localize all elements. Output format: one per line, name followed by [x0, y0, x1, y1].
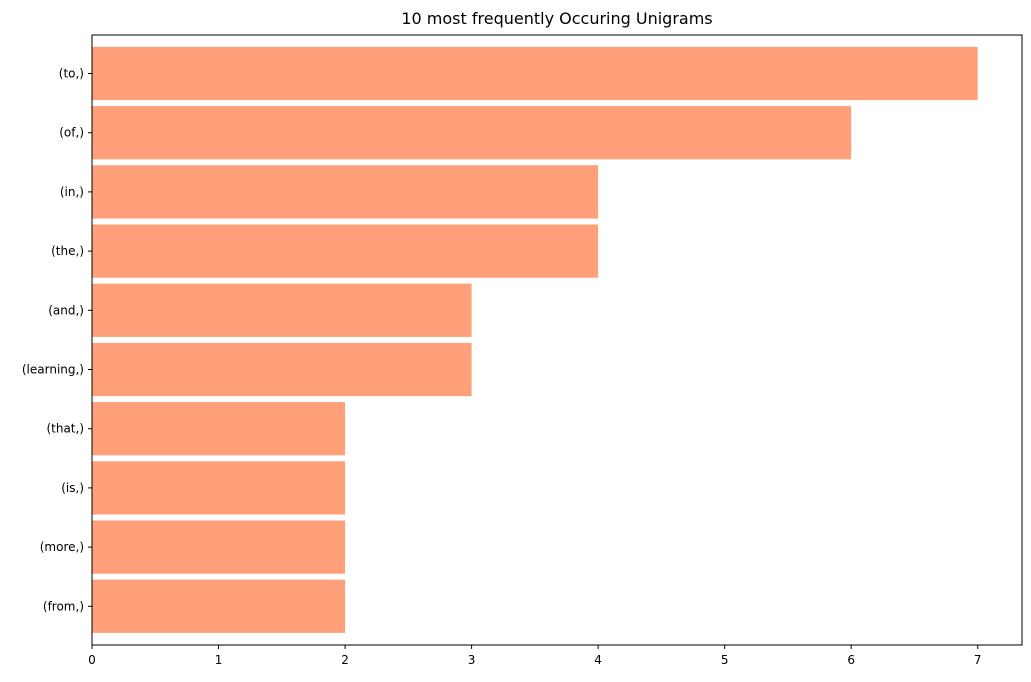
x-axis: 0 1 2 3 4 5 6 7: [88, 645, 982, 667]
y-tick-label: (to,): [59, 67, 84, 81]
x-tick-label: 6: [847, 653, 855, 667]
y-axis: (to,) (of,) (in,) (the,) (and,) (learning,) (t…: [22, 67, 92, 613]
bar: [92, 342, 472, 397]
y-tick-label: (from,): [43, 599, 84, 613]
bar: [92, 520, 346, 574]
y-tick-label: (in,): [60, 185, 84, 199]
y-tick-label: (that,): [46, 422, 84, 436]
bar: [92, 579, 346, 633]
bar: [92, 165, 599, 219]
y-tick-label: (is,): [61, 481, 84, 495]
bars-group: [92, 46, 978, 633]
y-tick-label: (more,): [40, 540, 84, 554]
y-tick-label: (and,): [48, 303, 84, 317]
plot-frame: [91, 34, 1023, 646]
x-tick-label: 7: [974, 653, 982, 667]
bar: [92, 106, 852, 160]
bar: [92, 402, 346, 456]
y-tick-label: (the,): [51, 244, 84, 258]
x-tick-label: 3: [468, 653, 476, 667]
chart-title: 10 most frequently Occuring Unigrams: [401, 9, 712, 28]
x-tick-label: 0: [88, 653, 96, 667]
x-tick-label: 5: [721, 653, 729, 667]
x-tick-label: 2: [341, 653, 349, 667]
x-tick-label: 4: [594, 653, 602, 667]
bar: [92, 461, 346, 515]
y-tick-label: (of,): [59, 126, 84, 140]
bar: [92, 283, 472, 337]
x-tick-label: 1: [215, 653, 223, 667]
y-tick-label: (learning,): [22, 363, 84, 377]
bar: [92, 224, 599, 278]
bar: [92, 46, 978, 101]
